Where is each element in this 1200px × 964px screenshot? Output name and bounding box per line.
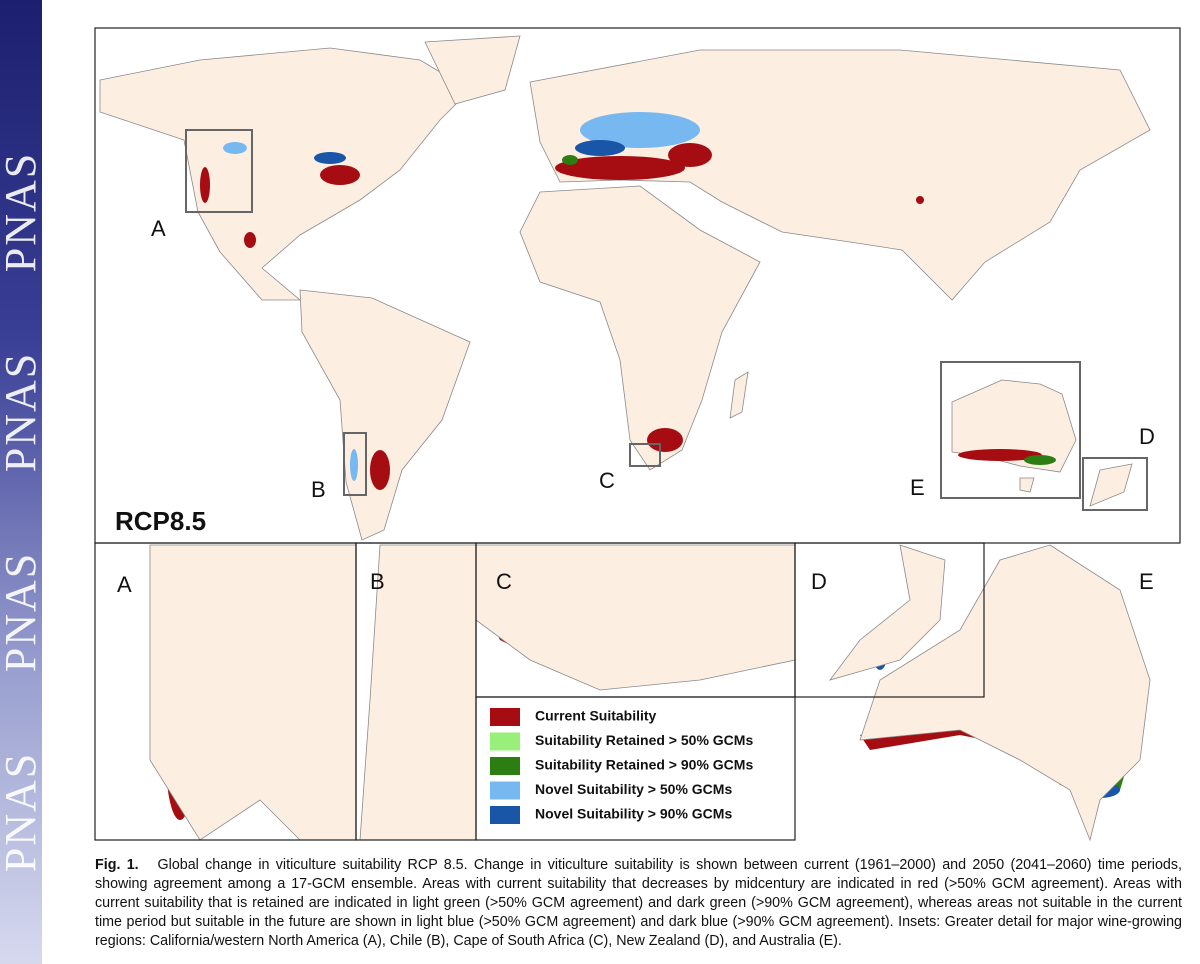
legend-frame xyxy=(475,696,796,841)
madagascar xyxy=(729,371,749,419)
region-label: A xyxy=(151,216,166,241)
scenario-label: RCP8.5 xyxy=(115,506,206,536)
area xyxy=(244,232,256,248)
legend-swatch xyxy=(490,708,520,726)
figure-caption: Fig. 1. Global change in viticulture sui… xyxy=(95,856,1182,951)
area xyxy=(320,165,360,185)
legend-swatch xyxy=(490,806,520,824)
legend-label: Suitability Retained > 50% GCMs xyxy=(535,732,753,748)
area xyxy=(647,428,683,452)
legend-swatch xyxy=(490,781,520,800)
legend-swatch xyxy=(490,757,520,775)
area xyxy=(555,156,685,180)
inset-e-land xyxy=(859,544,1151,842)
inset-label: A xyxy=(117,572,132,597)
area xyxy=(200,167,210,203)
inset-label: E xyxy=(1139,569,1154,594)
legend-label: Suitability Retained > 90% GCMs xyxy=(535,757,753,773)
area xyxy=(580,112,700,148)
region-label: D xyxy=(1139,424,1155,449)
locator-box xyxy=(940,361,1081,499)
area xyxy=(575,140,625,156)
area xyxy=(223,142,247,154)
locator-box xyxy=(185,129,253,213)
area xyxy=(562,155,578,165)
greenland xyxy=(424,35,521,105)
area xyxy=(314,152,346,164)
area xyxy=(370,450,390,490)
figure: A B C D E RCP8.5 A B C D E Current Suita… xyxy=(94,27,1181,842)
legend: Current Suitability Suitability Retained … xyxy=(490,708,753,824)
locator-box xyxy=(629,443,661,467)
inset-label: C xyxy=(496,569,512,594)
legend-label: Novel Suitability > 50% GCMs xyxy=(535,781,732,797)
region-label: B xyxy=(311,477,326,502)
journal-sidebar: PNAS PNAS PNAS PNAS xyxy=(0,0,42,964)
area xyxy=(1024,455,1056,465)
caption-label: Fig. 1. xyxy=(95,857,139,873)
area xyxy=(916,196,924,204)
area xyxy=(958,449,1042,461)
inset-label: D xyxy=(811,569,827,594)
eurasia xyxy=(529,49,1151,301)
region-label: C xyxy=(599,468,615,493)
inset-locator-boxes xyxy=(185,129,1148,511)
inset-land xyxy=(149,544,1151,842)
africa xyxy=(519,185,761,471)
caption-text: Global change in viticulture suitability… xyxy=(95,857,1183,949)
area xyxy=(350,449,358,481)
inset-label: B xyxy=(370,569,385,594)
south-america xyxy=(299,289,471,541)
area xyxy=(668,143,712,167)
new-zealand xyxy=(1089,463,1133,507)
legend-swatch xyxy=(490,732,520,751)
locator-box xyxy=(343,432,367,496)
legend-label: Novel Suitability > 90% GCMs xyxy=(535,806,732,822)
continents xyxy=(99,35,1151,541)
legend-label: Current Suitability xyxy=(535,708,657,724)
north-america xyxy=(99,47,471,301)
region-label: E xyxy=(910,475,925,500)
tasmania xyxy=(1019,477,1035,493)
locator-box xyxy=(1082,457,1148,511)
inset-c-land xyxy=(475,544,796,691)
inset-frame xyxy=(794,542,985,698)
inset-a-land xyxy=(149,544,357,841)
inset-d-land xyxy=(828,544,946,681)
